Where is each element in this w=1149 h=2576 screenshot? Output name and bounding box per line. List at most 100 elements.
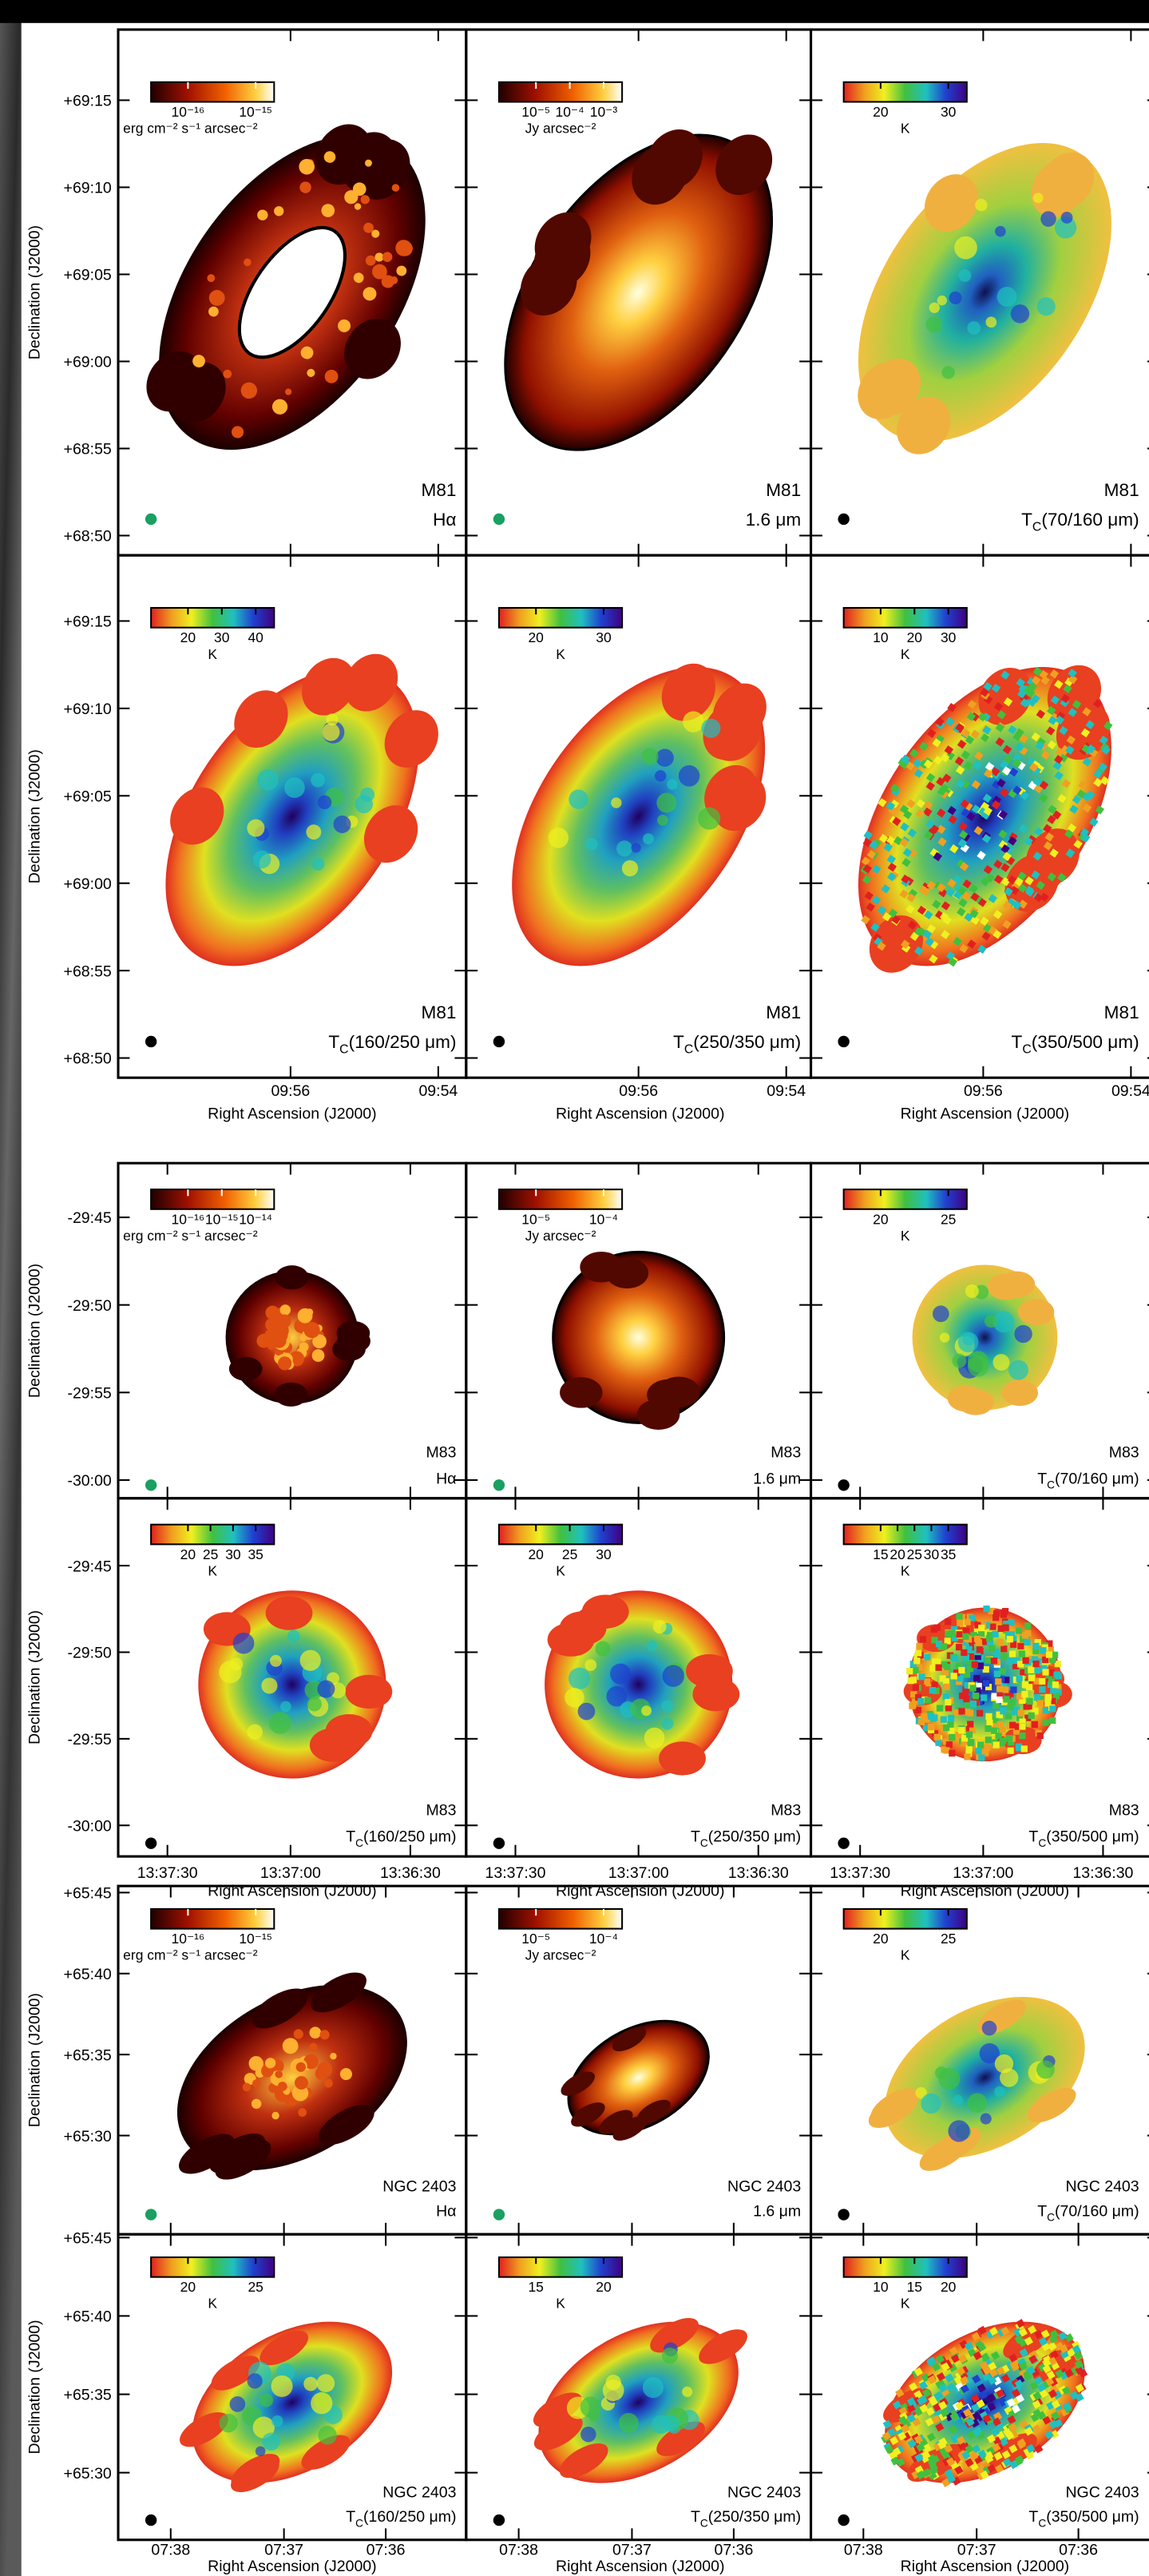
pixel [970, 915, 981, 926]
pixel [1055, 2369, 1064, 2379]
pixel [945, 2373, 954, 2383]
pixel [934, 2391, 944, 2400]
pixel [959, 943, 969, 954]
pixel [906, 1668, 913, 1675]
galaxy-lobe [170, 787, 224, 845]
hii-region [207, 274, 216, 283]
pixel [978, 1625, 985, 1632]
pixel [1051, 2411, 1060, 2421]
pixel [945, 1618, 952, 1625]
pixel [926, 923, 937, 934]
pixel [1002, 744, 1012, 755]
temperature-clump [981, 2020, 997, 2036]
pixel [1045, 1651, 1053, 1658]
quantity-subscript: C [1038, 1837, 1046, 1849]
pixel [1028, 2324, 1037, 2335]
temperature-clump [580, 2396, 601, 2418]
pixel [983, 865, 993, 875]
pixel [1042, 1656, 1049, 1664]
pixel [1028, 1674, 1035, 1681]
pixel [1032, 2424, 1041, 2434]
galaxy-lobe [560, 1377, 603, 1408]
colorbar-tick-label: 40 [248, 629, 263, 645]
pixel [944, 1663, 951, 1671]
pixel [1041, 1660, 1048, 1668]
quantity-rest: (250/350 μm) [708, 2508, 801, 2526]
pixel [965, 1731, 973, 1738]
temperature-clump [280, 1701, 291, 1713]
pixel [956, 1644, 963, 1651]
quantity-label: TC(350/500 μm) [1028, 2508, 1139, 2529]
temperature-clump [255, 2446, 266, 2457]
pixel [882, 2419, 892, 2429]
beam [838, 1837, 850, 1849]
y-tick-label: +68:55 [64, 963, 112, 980]
galaxy-lobe [345, 1674, 393, 1709]
pixel [1049, 848, 1059, 858]
pixel [1002, 900, 1012, 911]
pixel [918, 1673, 925, 1681]
pixel [992, 2411, 1003, 2421]
pixel [906, 799, 916, 808]
colorbar-tick-label: 20 [596, 2279, 612, 2295]
pixel [905, 761, 915, 771]
pixel [987, 2463, 996, 2474]
galaxy-lobe [712, 773, 767, 832]
colorbar-tick-label: 10⁻⁴ [589, 1211, 618, 1227]
pixel [919, 2403, 929, 2413]
pixel [941, 1661, 948, 1668]
pixel [1042, 1719, 1049, 1726]
hii-region [354, 203, 362, 210]
pixel [1059, 2344, 1068, 2354]
galaxy-lobe [309, 1728, 357, 1762]
temperature-clump [667, 779, 678, 790]
pixel [1008, 767, 1019, 777]
pixel [1007, 1703, 1014, 1711]
galaxy-name: NGC 2403 [727, 2483, 801, 2501]
pixel [925, 2417, 934, 2427]
temperature-clump [652, 1620, 667, 1634]
pixel [913, 1653, 921, 1660]
pixel [909, 1661, 917, 1668]
galaxy-lobe [647, 1379, 690, 1411]
pixel [962, 2407, 973, 2418]
pixel [936, 1705, 944, 1712]
pixel [1065, 848, 1076, 858]
pixel [1016, 1693, 1024, 1700]
galaxy-name: M81 [1104, 1002, 1139, 1022]
temperature-clump [1010, 304, 1030, 323]
pixel [906, 893, 916, 903]
colorbar-tick-label: 20 [528, 1546, 544, 1562]
colorbar-unit: erg cm⁻² s⁻¹ arcsec⁻² [123, 121, 258, 137]
pixel [906, 2413, 917, 2423]
hii-region [192, 355, 205, 367]
pixel [1085, 720, 1095, 730]
galaxy-lobe [866, 358, 921, 416]
pixel [1068, 669, 1077, 678]
galaxy-lobe [228, 1356, 263, 1381]
colorbar [150, 606, 275, 629]
temperature-clump [610, 1663, 632, 1685]
galaxy-lobe [636, 2099, 671, 2125]
hii-region [295, 2076, 308, 2090]
temperature-clump [219, 2413, 238, 2433]
pixel [913, 927, 924, 936]
hii-region [279, 1304, 291, 1316]
x-tick-label: 07:37 [957, 2541, 996, 2558]
galaxy-image [225, 1265, 370, 1407]
pixel [1086, 744, 1096, 754]
temperature-clump [287, 1629, 300, 1643]
pixel [937, 2440, 947, 2450]
pixel [909, 2382, 918, 2391]
beam [493, 2514, 505, 2526]
pixel [977, 1709, 984, 1717]
pixel [1055, 747, 1065, 757]
panel-frame [809, 1497, 1149, 1858]
pixel [1024, 1714, 1032, 1721]
galaxy-image [146, 124, 426, 451]
pixel [1014, 877, 1024, 887]
y-axis-label: Declination (J2000) [26, 225, 43, 359]
pixel [950, 2434, 960, 2443]
pixel [995, 1733, 1002, 1740]
pixel [917, 1718, 925, 1725]
